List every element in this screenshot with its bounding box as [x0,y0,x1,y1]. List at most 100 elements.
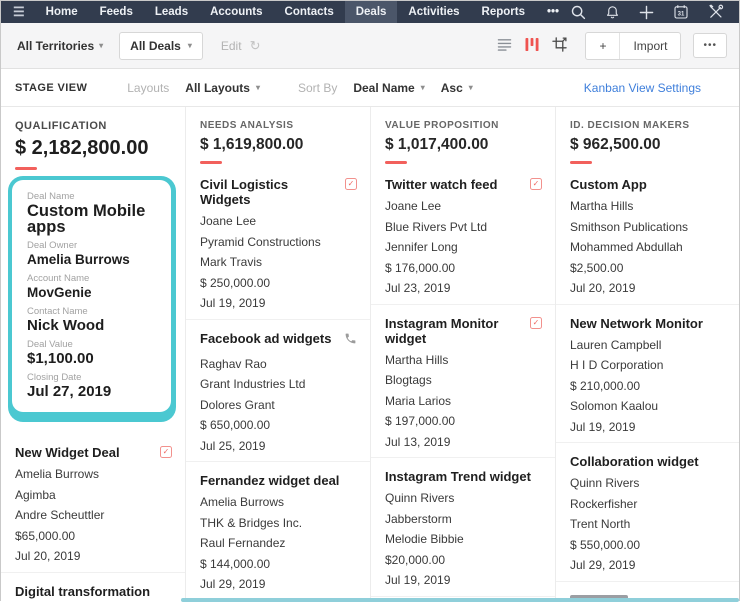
card-title-row: Digital transformation [15,584,172,599]
calendar-task-icon: ✓ [530,178,542,190]
card-title-row: Instagram Trend widget [385,469,542,484]
deal-detail-line: Jabberstorm [385,513,542,526]
setup-tools-icon[interactable] [708,4,724,20]
deals-filter-label: All Deals [130,39,181,53]
more-options-button[interactable]: ••• [693,33,727,58]
customize-view-icon[interactable] [552,37,567,55]
deal-card[interactable]: Instagram Trend widget Quinn Rivers Jabber… [371,458,555,597]
stage-name: QUALIFICATION [15,120,171,132]
card-title-row: Custom App [570,177,728,192]
deal-detail-line: Jul 20, 2019 [570,282,728,295]
quick-add-plus-icon[interactable] [639,5,654,20]
deals-filter-select[interactable]: All Deals ▾ [119,32,203,60]
sort-field-value: Deal Name [353,81,414,95]
deal-detail-line: Jul 20, 2019 [15,550,172,563]
stage-column-header[interactable]: NEEDS ANALYSIS$ 1,619,800.00 [186,107,370,164]
stage-name: ID. DECISION MAKERS [570,120,727,131]
deal-detail-line: Agimba [15,489,172,502]
edit-button[interactable]: Edit [221,39,242,53]
view-switcher [497,37,567,55]
deal-title: Instagram Monitor widget [385,316,524,346]
stage-column-header[interactable]: QUALIFICATION$ 2,182,800.00 [1,107,185,170]
layouts-label: Layouts [127,81,169,95]
deal-detail-line: Jul 29, 2019 [570,559,728,572]
stage-accent-underline [385,161,407,164]
stage-column-header[interactable]: VALUE PROPOSITION$ 1,017,400.00 [371,107,555,164]
field-value: Jul 27, 2019 [27,384,161,400]
kanban-view-settings-link[interactable]: Kanban View Settings [584,81,701,95]
card-title-row: Civil Logistics Widgets✓ [200,177,357,207]
nav-item-home[interactable]: Home [35,1,89,23]
nav-item-reports[interactable]: Reports [471,1,536,23]
deal-detail-line: Raul Fernandez [200,537,357,550]
deal-detail-line: Martha Hills [570,200,728,213]
deal-title: New Widget Deal [15,445,120,460]
list-view-icon[interactable] [497,38,512,54]
nav-item-leads[interactable]: Leads [144,1,199,23]
deal-detail-line: $65,000.00 [15,530,172,543]
deal-title: Digital transformation [15,584,150,599]
sort-field-select[interactable]: Deal Name ▾ [353,81,424,95]
nav-item-more[interactable]: ••• [536,1,570,23]
deal-title: Custom App [570,177,647,192]
sort-order-select[interactable]: Asc ▾ [441,81,473,95]
deal-detail-line: Jul 25, 2019 [200,440,357,453]
territory-select[interactable]: All Territories ▾ [13,39,103,53]
menu-icon[interactable]: ☰ [1,1,35,23]
card-title-row: Fernandez widget deal [200,473,357,488]
calendar-icon[interactable]: 31 [673,4,689,20]
calendar-task-icon: ✓ [160,446,172,458]
card-title-row: New Network Monitor [570,316,728,331]
notifications-bell-icon[interactable] [605,4,620,20]
deal-detail-line: Quinn Rivers [385,492,542,505]
deal-detail-line: H I D Corporation [570,359,728,372]
card-title-row: Twitter watch feed✓ [385,177,542,192]
deal-detail-line: Amelia Burrows [200,496,357,509]
stage-total-amount: $ 1,619,800.00 [200,136,356,154]
sort-order-value: Asc [441,81,463,95]
nav-item-feeds[interactable]: Feeds [89,1,144,23]
deal-title: Facebook ad widgets [200,331,331,346]
import-button[interactable]: Import [619,33,680,59]
stage-column-header[interactable]: ID. DECISION MAKERS$ 962,500.00 [556,107,739,164]
nav-item-deals[interactable]: Deals [345,1,398,23]
deal-detail-line: $2,500.00 [570,262,728,275]
horizontal-scrollbar[interactable] [181,598,739,602]
nav-item-activities[interactable]: Activities [397,1,470,23]
nav-item-contacts[interactable]: Contacts [274,1,345,23]
deal-detail-line: $ 176,000.00 [385,262,542,275]
deal-detail-line: Andre Scheuttler [15,509,172,522]
deal-title: Fernandez widget deal [200,473,339,488]
layouts-select[interactable]: All Layouts ▾ [185,81,260,95]
refresh-icon[interactable]: ↻ [250,38,261,54]
deal-detail-line: Jul 23, 2019 [385,282,542,295]
field-value: MovGenie [27,285,161,301]
deal-detail-line: Solomon Kaalou [570,400,728,413]
deal-detail-line: Blogtags [385,374,542,387]
deal-detail-line: $20,000.00 [385,554,542,567]
nav-item-accounts[interactable]: Accounts [199,1,273,23]
chevron-down-icon: ▾ [188,41,192,50]
deal-card[interactable]: Digital transformationQuinn RiversAlcoa … [1,573,185,602]
add-deal-button[interactable]: + [586,33,619,59]
search-icon[interactable] [570,4,586,20]
field-label: Closing Date [27,373,161,383]
deal-detail-line: Mark Travis [200,256,357,269]
chevron-down-icon: ▾ [256,83,260,92]
deal-detail-line: Jul 29, 2019 [200,578,357,591]
kanban-view-icon[interactable] [525,38,539,54]
deal-detail-line: Joane Lee [200,215,357,228]
